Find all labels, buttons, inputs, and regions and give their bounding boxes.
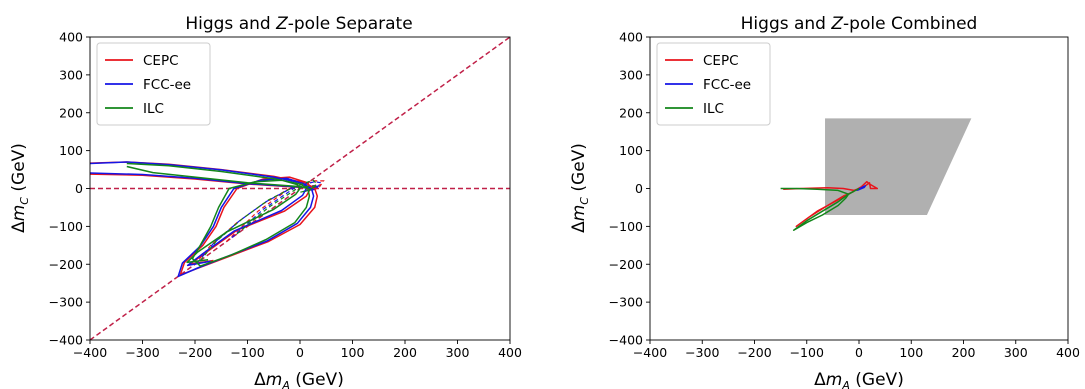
y-tick-label: −400 bbox=[49, 333, 83, 348]
y-tick-label: 400 bbox=[59, 30, 83, 45]
x-tick-label: 100 bbox=[341, 345, 365, 360]
legend: CEPC FCC-ee ILC bbox=[96, 42, 211, 126]
y-tick-label: 300 bbox=[619, 67, 643, 82]
legend-label: ILC bbox=[703, 101, 724, 117]
x-tick-label: −200 bbox=[178, 345, 212, 360]
x-tick-label: −300 bbox=[125, 345, 159, 360]
x-tick-label: 300 bbox=[1004, 345, 1028, 360]
y-axis-label: ΔmC (GeV) bbox=[569, 143, 591, 233]
y-tick-label: 200 bbox=[59, 105, 83, 120]
legend-label: FCC-ee bbox=[143, 77, 191, 93]
x-tick-label: 200 bbox=[952, 345, 976, 360]
y-tick-label: 0 bbox=[75, 181, 83, 196]
y-tick-label: −300 bbox=[49, 295, 83, 310]
x-tick-label: 100 bbox=[899, 345, 923, 360]
x-tick-label: −200 bbox=[737, 345, 771, 360]
x-tick-label: 0 bbox=[296, 345, 304, 360]
legend-box bbox=[656, 42, 771, 126]
plot-area bbox=[90, 37, 510, 340]
y-tick-label: 400 bbox=[619, 30, 643, 45]
y-tick-label: 300 bbox=[59, 67, 83, 82]
x-tick-label: 400 bbox=[498, 345, 522, 360]
plot-area bbox=[780, 118, 972, 231]
y-tick-label: −200 bbox=[49, 257, 83, 272]
series-fcc-ee-dashed-contour bbox=[231, 184, 319, 239]
x-tick-label: 300 bbox=[446, 345, 470, 360]
x-axis-label: ΔmA (GeV) bbox=[814, 370, 904, 389]
x-axis-label: ΔmA (GeV) bbox=[254, 370, 344, 389]
series-ilc-contour bbox=[780, 187, 860, 231]
y-tick-label: 200 bbox=[619, 105, 643, 120]
y-tick-label: −100 bbox=[609, 219, 643, 234]
legend-label: ILC bbox=[143, 101, 164, 117]
series-ilc-dashed-contour bbox=[199, 179, 318, 261]
series-ilc-contour bbox=[126, 162, 311, 267]
panel-separate: Higgs and Z-pole Separate ΔmA (GeV) ΔmC … bbox=[9, 14, 522, 389]
series-ilc-dashed-contour bbox=[236, 185, 317, 235]
chart-title: Higgs and Z-pole Separate bbox=[185, 14, 412, 34]
x-tick-label: −400 bbox=[633, 345, 667, 360]
y-tick-label: −400 bbox=[609, 333, 643, 348]
y-tick-label: −300 bbox=[609, 295, 643, 310]
x-tick-label: 200 bbox=[393, 345, 417, 360]
x-tick-label: 400 bbox=[1056, 345, 1080, 360]
legend: CEPC FCC-ee ILC bbox=[656, 42, 771, 126]
y-tick-label: 100 bbox=[619, 143, 643, 158]
x-tick-label: −400 bbox=[73, 345, 107, 360]
x-tick-label: −100 bbox=[790, 345, 824, 360]
chart-title: Higgs and Z-pole Combined bbox=[741, 14, 978, 34]
series-fcc-ee-contour bbox=[90, 161, 315, 278]
panel-combined: Higgs and Z-pole Combined ΔmA (GeV) ΔmC … bbox=[569, 14, 1080, 389]
series-fcc-ee-contour bbox=[856, 185, 867, 192]
legend-label: CEPC bbox=[143, 53, 179, 69]
allowed-region bbox=[825, 118, 972, 216]
x-tick-label: 0 bbox=[855, 345, 863, 360]
legend-box bbox=[96, 42, 211, 126]
legend-label: CEPC bbox=[703, 53, 739, 69]
series-cepc-contour bbox=[783, 180, 879, 228]
legend-label: FCC-ee bbox=[703, 77, 751, 93]
x-tick-label: −300 bbox=[685, 345, 719, 360]
y-tick-label: −200 bbox=[609, 257, 643, 272]
y-tick-label: 100 bbox=[59, 143, 83, 158]
y-tick-label: 0 bbox=[635, 181, 643, 196]
y-axis-label: ΔmC (GeV) bbox=[9, 143, 31, 233]
x-tick-label: −100 bbox=[230, 345, 264, 360]
y-tick-label: −100 bbox=[49, 219, 83, 234]
